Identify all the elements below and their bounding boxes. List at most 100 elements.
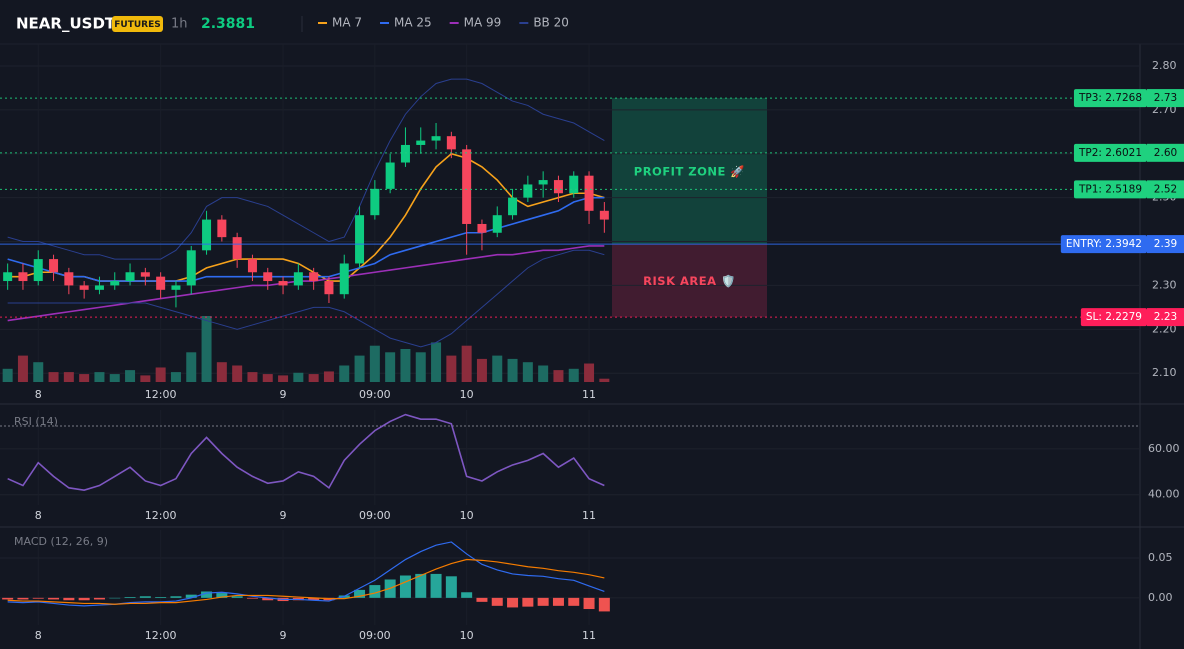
rsi-line <box>7 413 605 491</box>
bb-lower <box>7 249 605 348</box>
legend-label: MA 99 <box>464 16 502 30</box>
axis-label: 2.52 <box>1154 183 1177 195</box>
candle-body <box>232 237 242 260</box>
candle-body <box>462 149 472 224</box>
y-tick-label: 60.00 <box>1148 442 1180 455</box>
x-tick-label: 9 <box>280 629 287 642</box>
level-label: TP2: 2.6021 <box>1078 147 1142 159</box>
level-label-bg <box>1060 235 1147 254</box>
zone-label: RISK AREA 🛡️ <box>643 274 736 288</box>
histogram-bar <box>262 597 274 601</box>
x-tick-label: 11 <box>582 509 596 522</box>
axis-label-bg <box>1147 180 1184 199</box>
volume-bar <box>584 363 595 382</box>
histogram-bar <box>445 576 457 598</box>
x-tick-label: 09:00 <box>359 629 391 642</box>
candle-body <box>217 219 227 238</box>
y-tick-label: 2.30 <box>1152 278 1177 291</box>
candle-body <box>3 272 13 282</box>
candle-body <box>33 259 43 282</box>
histogram-bar <box>17 597 29 600</box>
volume-bar <box>155 367 166 382</box>
level-label: TP3: 2.7268 <box>1078 92 1142 104</box>
candle-body <box>140 272 150 277</box>
histogram-bar <box>48 597 60 600</box>
volume-bar <box>461 345 472 382</box>
candle-body <box>553 180 563 194</box>
candle-body <box>385 162 395 189</box>
volume-bar <box>186 352 197 382</box>
volume-bar <box>538 365 549 382</box>
candle-body <box>18 272 28 282</box>
volume-bar <box>125 370 136 382</box>
x-tick-label: 8 <box>35 388 42 401</box>
histogram-bar <box>537 597 549 606</box>
volume-bar <box>63 372 74 382</box>
histogram-bar <box>369 585 381 598</box>
level-label-bg <box>1073 180 1147 199</box>
volume-bar <box>492 355 503 382</box>
level-label: SL: 2.2279 <box>1086 311 1142 323</box>
level-label: TP1: 2.5189 <box>1078 183 1142 195</box>
volume-bar <box>79 374 90 382</box>
bb-upper <box>7 78 605 260</box>
histogram-bar <box>308 597 320 601</box>
y-tick-label: 40.00 <box>1148 488 1180 501</box>
histogram-bar <box>124 597 136 598</box>
volume-bar <box>415 352 426 382</box>
level-label-bg <box>1073 143 1147 162</box>
volume-bar <box>247 372 258 382</box>
x-tick-label: 12:00 <box>145 509 177 522</box>
x-tick-label: 10 <box>460 629 474 642</box>
last-price: 2.3881 <box>201 16 255 32</box>
candle-body <box>324 281 334 295</box>
ma-line <box>7 245 605 322</box>
x-tick-label: 11 <box>582 388 596 401</box>
histogram-bar <box>354 589 366 598</box>
candle-body <box>64 272 74 286</box>
volume-bar <box>94 372 105 382</box>
x-tick-label: 10 <box>460 509 474 522</box>
x-tick-label: 09:00 <box>359 509 391 522</box>
axis-label-bg <box>1147 308 1184 327</box>
histogram-bar <box>507 597 519 608</box>
candle-body <box>569 175 579 194</box>
candle-body <box>125 272 135 282</box>
interval: 1h <box>171 17 188 32</box>
volume-bar <box>522 362 533 382</box>
axis-label: 2.39 <box>1154 238 1177 250</box>
candle-body <box>186 250 196 286</box>
histogram-bar <box>155 597 167 598</box>
histogram-bar <box>109 597 121 599</box>
volume-bar <box>216 362 227 382</box>
histogram-bar <box>476 597 488 602</box>
x-tick-label: 10 <box>460 388 474 401</box>
volume-bar <box>507 358 518 382</box>
axis-label: 2.73 <box>1154 92 1177 104</box>
volume-bar <box>385 352 396 382</box>
candle-body <box>309 272 319 282</box>
volume-bar <box>400 349 411 382</box>
volume-bar <box>201 316 212 382</box>
level-label-bg <box>1080 308 1147 327</box>
volume-bar <box>232 365 243 382</box>
axis-label-bg <box>1147 235 1184 254</box>
x-tick-label: 8 <box>35 629 42 642</box>
y-tick-label: 2.10 <box>1152 366 1177 379</box>
volume-bar <box>323 371 334 382</box>
histogram-bar <box>32 597 44 599</box>
histogram-bar <box>170 596 182 598</box>
candle-body <box>49 259 59 273</box>
x-tick-label: 12:00 <box>145 629 177 642</box>
volume-bar <box>278 375 289 382</box>
candle-body <box>355 215 365 264</box>
volume-bar <box>369 345 380 382</box>
candle-body <box>202 219 212 251</box>
histogram-bar <box>231 596 243 598</box>
x-tick-label: 8 <box>35 509 42 522</box>
histogram-bar <box>216 593 228 598</box>
histogram-bar <box>2 597 14 600</box>
histogram-bar <box>246 597 258 599</box>
